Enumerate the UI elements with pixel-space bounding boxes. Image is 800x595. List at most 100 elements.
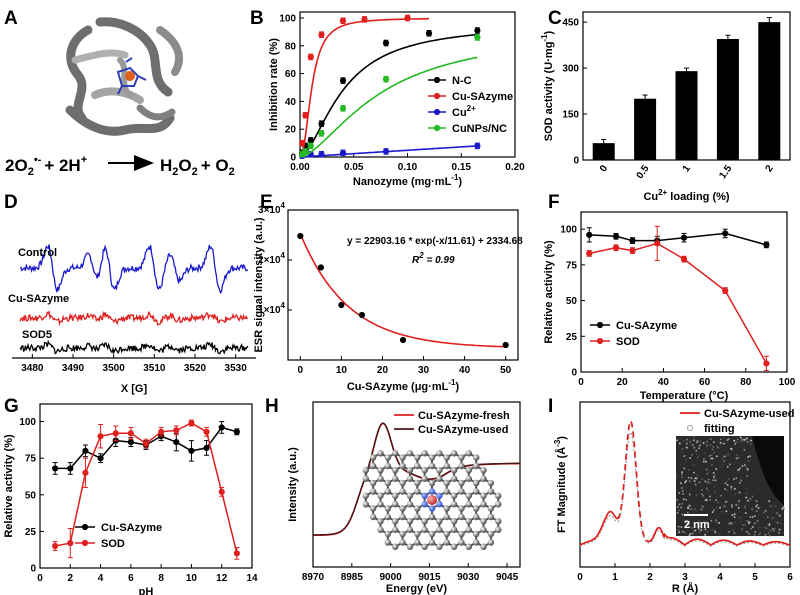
micrograph-speckle xyxy=(704,522,707,524)
carbon-atom xyxy=(458,479,465,487)
panel-g-point xyxy=(97,455,104,462)
panel-b-x-tick-label: 0.15 xyxy=(452,162,472,173)
carbon-atom xyxy=(377,492,384,499)
carbon-atom xyxy=(465,501,473,508)
micrograph-speckle xyxy=(711,511,714,513)
micrograph-speckle xyxy=(715,519,717,522)
micrograph-speckle xyxy=(754,530,757,533)
panel-e-point xyxy=(338,301,345,309)
carbon-atom xyxy=(487,539,495,546)
panel-g-x-tick-label: 10 xyxy=(186,573,198,584)
micrograph-speckle xyxy=(711,529,713,531)
panel-f-legend-label: Cu-SAzyme xyxy=(616,320,677,332)
micrograph-speckle xyxy=(686,446,688,449)
panel-d-spectrum-1 xyxy=(19,309,249,327)
panel-b-legend-marker xyxy=(433,92,441,100)
micrograph-speckle xyxy=(722,442,725,445)
carbon-atom xyxy=(487,488,495,495)
panel-b-x-tick-label: 0.05 xyxy=(344,162,364,173)
carbon-atom xyxy=(377,526,384,533)
micrograph-speckle xyxy=(682,490,684,492)
micrograph-speckle xyxy=(686,438,688,441)
micrograph-speckle xyxy=(745,466,747,469)
micrograph-speckle xyxy=(685,458,687,461)
micrograph-speckle xyxy=(731,506,733,508)
micrograph-speckle xyxy=(733,516,736,518)
panel-e-x-tick-label: 0 xyxy=(298,365,304,376)
panel-c-bar xyxy=(675,71,698,160)
micrograph-speckle xyxy=(769,505,772,508)
micrograph-speckle xyxy=(678,438,681,440)
micrograph-speckle xyxy=(702,494,704,497)
micrograph-speckle xyxy=(676,499,678,501)
micrograph-speckle xyxy=(715,496,718,498)
panel-e-fit-curve xyxy=(299,233,506,348)
panel-h-x-tick-label: 9000 xyxy=(380,572,403,583)
micrograph-speckle xyxy=(726,439,729,441)
carbon-atom xyxy=(480,492,487,499)
micrograph-speckle xyxy=(727,478,730,480)
micrograph-speckle xyxy=(768,535,771,538)
carbon-atom xyxy=(458,488,465,495)
panel-b-legend-marker xyxy=(433,76,441,84)
carbon-atom xyxy=(369,505,377,512)
panel-b-fit-line-0 xyxy=(300,33,478,158)
panel-g-point xyxy=(82,469,89,476)
carbon-atom xyxy=(362,492,369,499)
panel-c-bar xyxy=(716,38,739,160)
micrograph-speckle xyxy=(687,476,690,479)
micrograph-speckle xyxy=(705,460,707,463)
micrograph-speckle xyxy=(750,527,752,530)
micrograph-speckle xyxy=(726,489,728,491)
carbon-atom xyxy=(450,526,458,533)
micrograph-speckle xyxy=(701,489,703,491)
panel-i-spectrum-right xyxy=(650,526,791,546)
micrograph-speckle xyxy=(753,534,756,536)
panel-b-fit-line-2 xyxy=(301,145,478,158)
panel-g-point xyxy=(158,428,165,435)
panel-b-x-tick-label: 0.00 xyxy=(290,162,310,173)
carbon-atom xyxy=(428,530,436,538)
micrograph-speckle xyxy=(678,442,681,445)
micrograph-speckle xyxy=(740,440,742,443)
panel-f-y-tick-label: 75 xyxy=(566,260,578,271)
carbon-atom xyxy=(369,462,377,470)
panel-c-y-tick-label: 300 xyxy=(562,64,579,75)
carbon-atom xyxy=(443,454,450,461)
dismutation-equation-rhs: H2O2 + O2 xyxy=(160,156,235,178)
micrograph-speckle xyxy=(718,447,721,449)
panel-letter-i: I xyxy=(548,396,553,417)
carbon-atom xyxy=(362,467,369,474)
micrograph-speckle xyxy=(750,439,752,442)
panel-g-point xyxy=(127,438,134,446)
carbon-atom xyxy=(406,518,414,525)
panel-g-point xyxy=(218,424,225,431)
panel-f-point xyxy=(680,234,688,241)
carbon-atom xyxy=(480,501,487,508)
micrograph-speckle xyxy=(734,441,737,443)
micrograph-speckle xyxy=(700,493,703,495)
panel-g-y-axis-label: Relative activity (%) xyxy=(3,434,15,538)
panel-d-x-axis-label: X [G] xyxy=(121,383,148,395)
carbon-atom xyxy=(458,454,465,461)
carbon-atom xyxy=(465,526,473,533)
carbon-atom xyxy=(384,513,392,521)
micrograph-speckle xyxy=(746,468,749,471)
micrograph-speckle xyxy=(706,440,708,443)
micrograph-speckle xyxy=(754,515,756,517)
micrograph-speckle xyxy=(740,521,743,523)
micrograph-speckle xyxy=(710,457,713,460)
carbon-atom xyxy=(414,488,421,495)
micrograph-speckle xyxy=(725,500,728,503)
micrograph-speckle xyxy=(706,488,708,491)
micrograph-speckle xyxy=(694,483,697,486)
panel-d-x-tick-label: 3520 xyxy=(184,363,207,374)
micrograph-speckle xyxy=(691,532,694,535)
micrograph-speckle xyxy=(739,516,742,519)
carbon-atom xyxy=(391,501,399,508)
micrograph-speckle xyxy=(692,436,695,438)
micrograph-speckle xyxy=(747,499,749,502)
micrograph-speckle xyxy=(712,472,715,474)
panel-g-point xyxy=(82,447,89,454)
carbon-atom xyxy=(436,543,443,550)
